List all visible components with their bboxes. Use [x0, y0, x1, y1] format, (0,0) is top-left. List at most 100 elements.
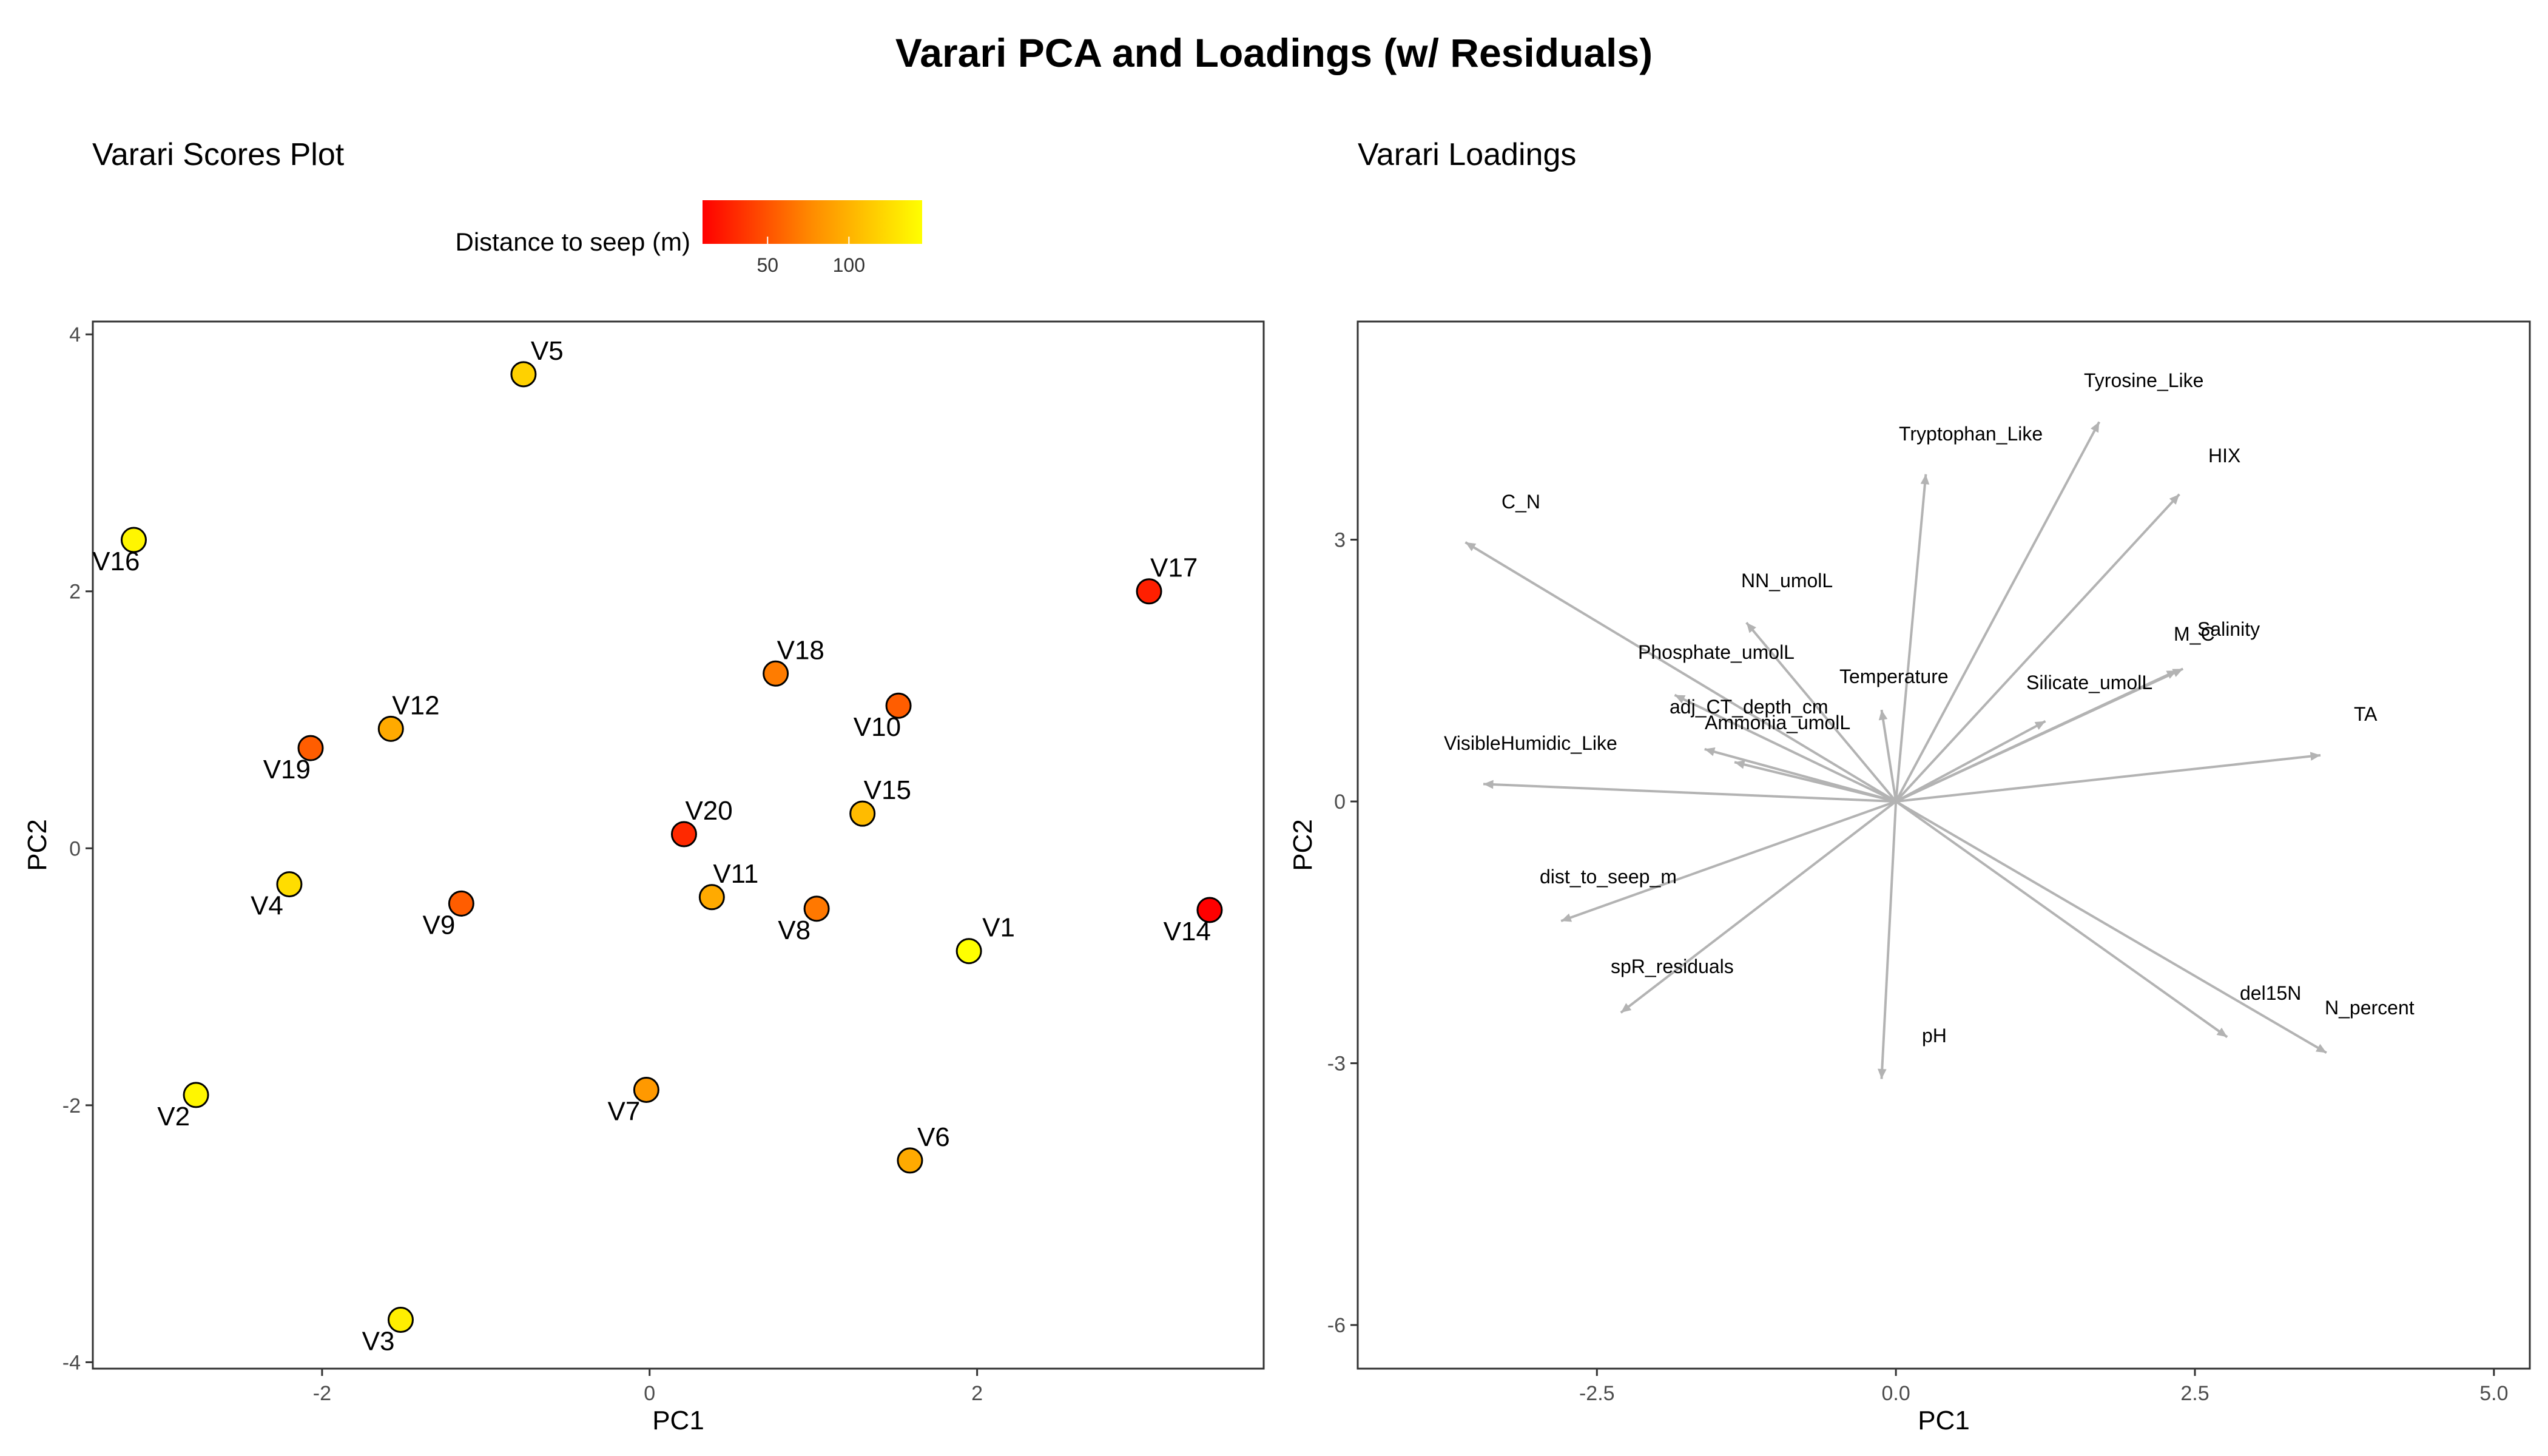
loading-ph-arrow [1880, 801, 1898, 1079]
loading-tyrosine-like-label: Tyrosine_Like [2084, 369, 2203, 391]
loading-salinity-arrowhead [2172, 669, 2183, 678]
loading-c-n-arrowhead [1465, 542, 1477, 551]
loading-visiblehumidic-like-arrowhead [1483, 780, 1494, 789]
loading-c-n-arrow [1464, 541, 1897, 803]
loading-ammonia-umoll-label: Ammonia_umolL [1705, 712, 1850, 733]
score-point-label: V16 [92, 547, 140, 576]
loading-ammonia-umoll-arrow [1734, 761, 1896, 803]
loading-hix-arrow [1895, 493, 2180, 803]
loadings-y-tick-label: 0 [1334, 790, 1346, 814]
scores-legend: Distance to seep (m) 50 100 [456, 200, 922, 276]
legend-tick-label: 50 [757, 254, 778, 276]
score-point-label: V1 [982, 913, 1015, 943]
score-point-v1 [956, 938, 982, 965]
score-point-label: V19 [263, 755, 311, 784]
score-point-label: V7 [608, 1096, 641, 1126]
loading-ta-arrowhead [2310, 752, 2320, 761]
loadings-axes: -2.5 0.0 2.5 5.0 -6 -3 0 3 [1327, 529, 2509, 1405]
loading-nn-umoll-label: NN_umolL [1741, 570, 1833, 592]
loading-adj-ct-depth-cm-arrowhead [1704, 747, 1716, 757]
loading-dist-to-seep-m-arrowhead [1561, 913, 1572, 922]
score-point-label: V18 [777, 635, 824, 665]
score-point-v8 [803, 895, 830, 922]
score-point-label: V2 [157, 1102, 190, 1131]
score-point-label: V14 [1164, 917, 1211, 946]
loading-phosphate-umoll-arrowhead [1674, 695, 1686, 704]
scores-x-tick-label: 0 [644, 1382, 655, 1405]
score-point-label: V6 [917, 1122, 950, 1152]
scores-y-tick-label: -2 [62, 1094, 81, 1117]
score-point-label: V12 [392, 690, 439, 720]
score-point-label: V5 [531, 336, 564, 366]
loading-del15n-label: del15N [2240, 982, 2301, 1004]
loadings-x-axis-label: PC1 [1918, 1406, 1970, 1435]
score-point-v14 [1196, 897, 1223, 923]
loading-phosphate-umoll-arrow [1674, 693, 1897, 803]
figure-title: Varari PCA and Loadings (w/ Residuals) [895, 30, 1653, 75]
loading-n-percent-arrow [1895, 800, 2327, 1054]
loading-silicate-umoll-label: Silicate_umolL [2026, 672, 2152, 693]
loadings-plot: Varari Loadings -2.5 0.0 2.5 5.0 -6 -3 0 3 Tyro… [1288, 137, 2531, 1435]
loading-tyrosine-like-arrow [1895, 421, 2101, 803]
loading-ta-arrow [1895, 753, 2321, 803]
loading-ph-label: pH [1922, 1025, 1947, 1046]
loading-spr-residuals-label: spR_residuals [1611, 956, 1734, 977]
loading-ammonia-umoll-arrowhead [1734, 760, 1745, 769]
loading-tryptophan-like-arrow [1895, 474, 1927, 802]
loadings-y-tick-label: -3 [1327, 1053, 1346, 1076]
score-point-label: V4 [251, 891, 283, 921]
score-point-v5 [510, 361, 537, 388]
loading-nn-umoll-arrow [1745, 621, 1897, 803]
loading-ph-arrowhead [1878, 1068, 1887, 1079]
legend-colorbar [703, 200, 922, 244]
score-point-v4 [276, 871, 303, 898]
loading-spr-residuals-arrowhead [1620, 1003, 1632, 1013]
scores-y-tick-label: 2 [69, 581, 81, 604]
loading-temperature-arrowhead [1878, 710, 1888, 721]
loadings-plot-panel [1357, 320, 2531, 1370]
score-point-label: V3 [362, 1327, 395, 1357]
score-point-v19 [297, 735, 324, 761]
score-point-v11 [698, 884, 725, 911]
score-point-v3 [387, 1307, 414, 1333]
loadings-x-tick-label: -2.5 [1579, 1382, 1615, 1405]
scores-x-axis-label: PC1 [652, 1406, 704, 1435]
loadings-y-axis-label: PC2 [1288, 819, 1318, 871]
loading-temperature-label: Temperature [1839, 666, 1949, 687]
score-point-label: V15 [864, 775, 911, 805]
scores-axes: -2 0 2 -4 -2 0 2 4 [62, 323, 983, 1405]
score-point-v18 [763, 660, 789, 687]
loading-tyrosine-like-arrowhead [2091, 422, 2100, 433]
loading-salinity-arrow [1895, 667, 2184, 803]
score-point-v17 [1136, 578, 1162, 605]
score-point-label: V17 [1150, 553, 1198, 583]
score-point-v6 [897, 1147, 923, 1174]
scores-y-tick-label: 4 [69, 323, 81, 346]
loading-nn-umoll-arrowhead [1746, 622, 1756, 633]
loading-spr-residuals-arrow [1620, 800, 1897, 1014]
loading-n-percent-arrowhead [2315, 1043, 2327, 1053]
scores-plot: Varari Scores Plot Distance to seep (m) … [22, 137, 1265, 1435]
loading-salinity-label: Salinity [2197, 618, 2260, 640]
loading-n-percent-label: N_percent [2325, 997, 2415, 1019]
legend-tick-label: 100 [833, 254, 865, 276]
loadings-y-tick-label: 3 [1334, 529, 1346, 552]
scores-points: V1 V2 V3 V4 V5 V6 V7 V8 V9 V10 V11 V12 V14 V15 V16 V17 V… [92, 336, 1223, 1357]
score-point-label: V9 [423, 910, 456, 940]
loading-tryptophan-like-label: Tryptophan_Like [1899, 423, 2043, 445]
loadings-plot-title: Varari Loadings [1358, 137, 1576, 172]
scores-y-tick-label: 0 [69, 837, 81, 860]
loading-hix-arrowhead [2169, 494, 2180, 505]
loading-hix-label: HIX [2208, 445, 2240, 467]
score-point-v16 [120, 527, 147, 553]
score-point-label: V8 [778, 915, 811, 945]
loading-c-n-label: C_N [1502, 491, 1540, 513]
legend-ticks: 50 100 [703, 200, 922, 276]
loadings-x-tick-label: 0.0 [1882, 1382, 1910, 1405]
loading-phosphate-umoll-label: Phosphate_umolL [1638, 641, 1795, 663]
loading-adj-ct-depth-cm-label: adj_CT_depth_cm [1670, 696, 1828, 718]
loading-temperature-arrow [1880, 709, 1898, 802]
score-point-v2 [183, 1082, 209, 1108]
scores-x-tick-label: 2 [971, 1382, 983, 1405]
